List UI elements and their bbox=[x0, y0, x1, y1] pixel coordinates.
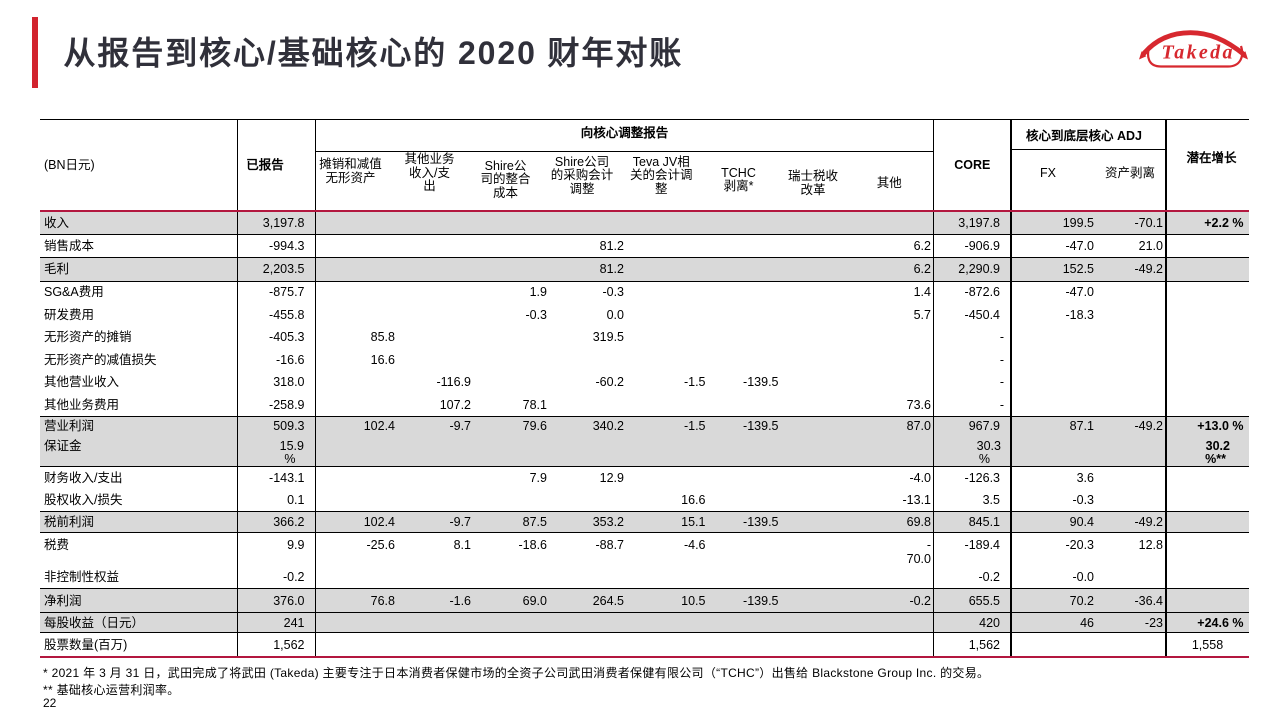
svg-text:Takeda: Takeda bbox=[1162, 42, 1233, 64]
